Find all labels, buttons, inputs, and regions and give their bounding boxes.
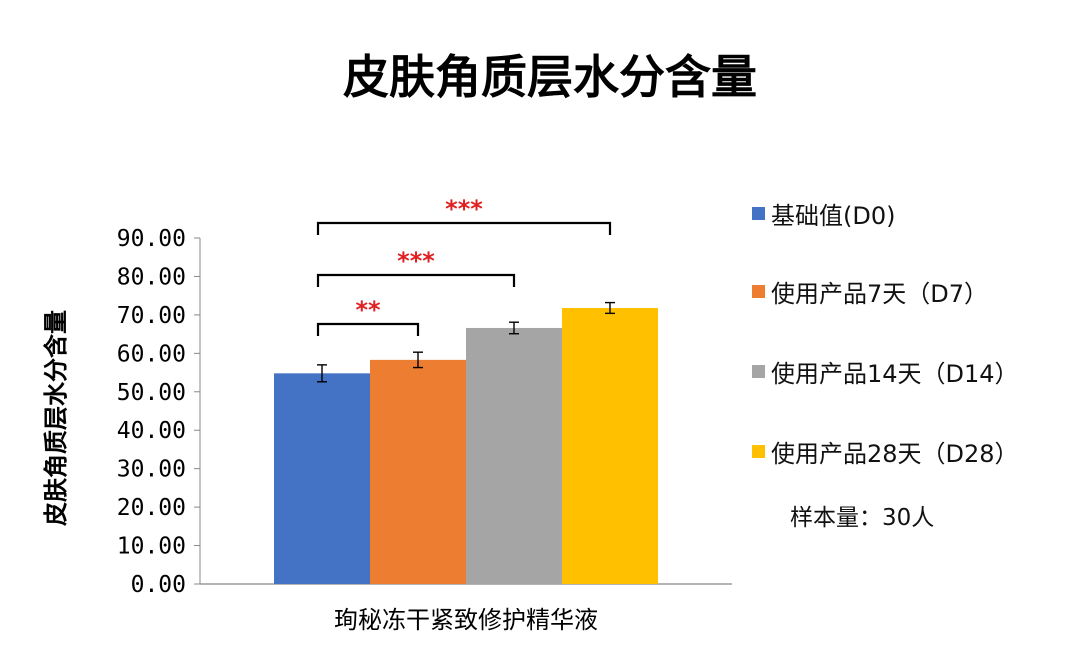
bar [562, 307, 658, 584]
significance-label: *** [445, 195, 483, 223]
legend-swatch-d14 [752, 365, 765, 378]
bars-group [274, 301, 658, 584]
chart-title: 皮肤角质层水分含量 [343, 50, 757, 104]
significance-label: *** [397, 247, 435, 275]
bar [274, 373, 370, 584]
y-tick-label: 20.00 [117, 495, 186, 521]
legend-item-d7: 使用产品7天（D7） [752, 274, 988, 309]
y-tick-label: 10.00 [117, 534, 186, 560]
bar [370, 359, 466, 584]
y-tick-label: 0.00 [131, 572, 186, 598]
x-category-label: 珣秘冻干紧致修护精华液 [334, 606, 598, 634]
y-tick-label: 40.00 [117, 418, 186, 444]
y-tick-label: 70.00 [117, 303, 186, 329]
legend-swatch-d0 [752, 207, 765, 220]
y-tick-label: 30.00 [117, 457, 186, 483]
legend-item-d14: 使用产品14天（D14） [752, 354, 1019, 389]
y-axis: 0.00 10.00 20.00 30.00 40.00 50.00 60.00 70.00 8… [117, 226, 200, 598]
legend-label: 基础值(D0) [771, 202, 896, 230]
y-axis-label: 皮肤角质层水分含量 [42, 310, 70, 526]
bar [466, 327, 562, 584]
legend-label: 使用产品28天（D28） [771, 440, 1019, 468]
sample-size-note: 样本量：30人 [790, 505, 935, 531]
y-tick-label: 90.00 [117, 226, 186, 252]
significance-bracket [316, 322, 420, 336]
legend-swatch-d28 [752, 445, 765, 458]
significance-bracket [316, 221, 612, 235]
legend-item-d0: 基础值(D0) [752, 196, 895, 231]
significance-bracket [316, 273, 516, 287]
significance-label: ** [355, 296, 381, 324]
y-tick-label: 60.00 [117, 341, 186, 367]
significance-brackets: ******** [316, 195, 612, 336]
legend-item-d28: 使用产品28天（D28） [752, 434, 1019, 469]
legend-swatch-d7 [752, 285, 765, 298]
legend-label: 使用产品7天（D7） [771, 280, 989, 308]
y-tick-label: 50.00 [117, 380, 186, 406]
y-tick-label: 80.00 [117, 264, 186, 290]
legend-label: 使用产品14天（D14） [771, 360, 1019, 388]
